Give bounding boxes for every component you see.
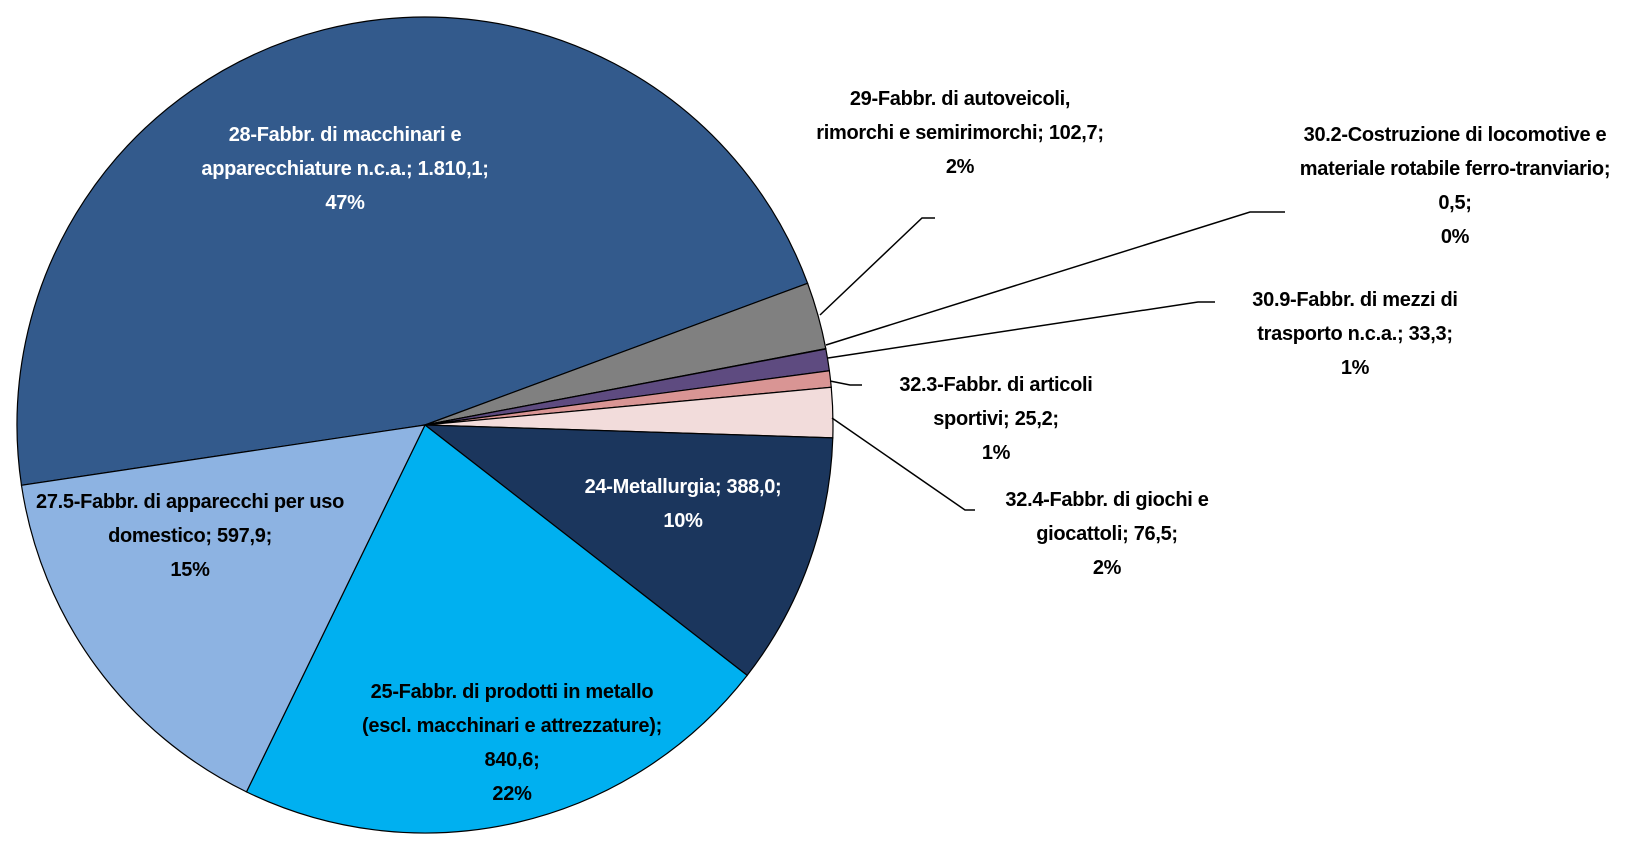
label-category: 30.9-Fabbr. di mezzi di trasporto n.c.a.…: [1252, 289, 1458, 345]
label-percent: 22%: [492, 783, 532, 805]
label-value: 25,2;: [1014, 408, 1059, 430]
leader-line: [819, 217, 935, 316]
label-value: 840,6;: [484, 749, 540, 771]
label-percent: 1%: [981, 442, 1011, 464]
label-value: 1.810,1;: [417, 158, 489, 180]
label-percent: 2%: [1092, 557, 1122, 579]
label-value: 597,9;: [217, 525, 272, 547]
data-label: 29-Fabbr. di autoveicoli, rimorchi e sem…: [810, 82, 1110, 184]
pie-slice: [245, 424, 748, 834]
pie-slice: [20, 424, 427, 793]
pie-slice: [423, 424, 834, 677]
leader-line: [829, 380, 862, 386]
label-value: 102,7;: [1048, 122, 1104, 144]
pie-slice: [16, 16, 809, 486]
label-category: 27.5-Fabbr. di apparecchi per uso domest…: [36, 491, 344, 547]
data-label: 27.5-Fabbr. di apparecchi per uso domest…: [20, 485, 360, 587]
leader-line: [827, 301, 1215, 359]
label-percent: 2%: [945, 156, 975, 178]
label-category: 30.2-Costruzione di locomotive e materia…: [1299, 124, 1611, 180]
label-category: 32.3-Fabbr. di articoli sportivi;: [899, 374, 1093, 430]
label-category: 25-Fabbr. di prodotti in metallo (escl. …: [362, 681, 662, 737]
leader-line: [831, 417, 975, 511]
data-label: 24-Metallurgia; 388,0; 10%: [533, 470, 833, 538]
label-category: 28-Fabbr. di macchinari e apparecchiatur…: [201, 124, 462, 180]
label-value: 76,5;: [1133, 523, 1178, 545]
label-category: 24-Metallurgia;: [584, 476, 722, 498]
label-percent: 10%: [663, 510, 703, 532]
label-category: 29-Fabbr. di autoveicoli, rimorchi e sem…: [816, 88, 1071, 144]
leader-line: [825, 211, 1285, 346]
label-percent: 15%: [170, 559, 210, 581]
data-label: 32.3-Fabbr. di articoli sportivi; 25,2; 1…: [861, 368, 1131, 470]
label-percent: 47%: [325, 192, 365, 214]
label-value: 0,5;: [1438, 192, 1472, 214]
label-value: 388,0;: [726, 476, 782, 498]
label-value: 33,3;: [1408, 323, 1453, 345]
label-percent: 1%: [1340, 357, 1370, 379]
data-label: 32.4-Fabbr. di giochi e giocattoli; 76,5…: [962, 483, 1252, 585]
data-label: 30.2-Costruzione di locomotive e materia…: [1285, 118, 1625, 254]
data-label: 25-Fabbr. di prodotti in metallo (escl. …: [357, 675, 667, 811]
data-label: 28-Fabbr. di macchinari e apparecchiatur…: [195, 118, 495, 220]
label-category: 32.4-Fabbr. di giochi e giocattoli;: [1005, 489, 1209, 545]
label-percent: 0%: [1440, 226, 1470, 248]
data-label: 30.9-Fabbr. di mezzi di trasporto n.c.a.…: [1210, 283, 1500, 385]
